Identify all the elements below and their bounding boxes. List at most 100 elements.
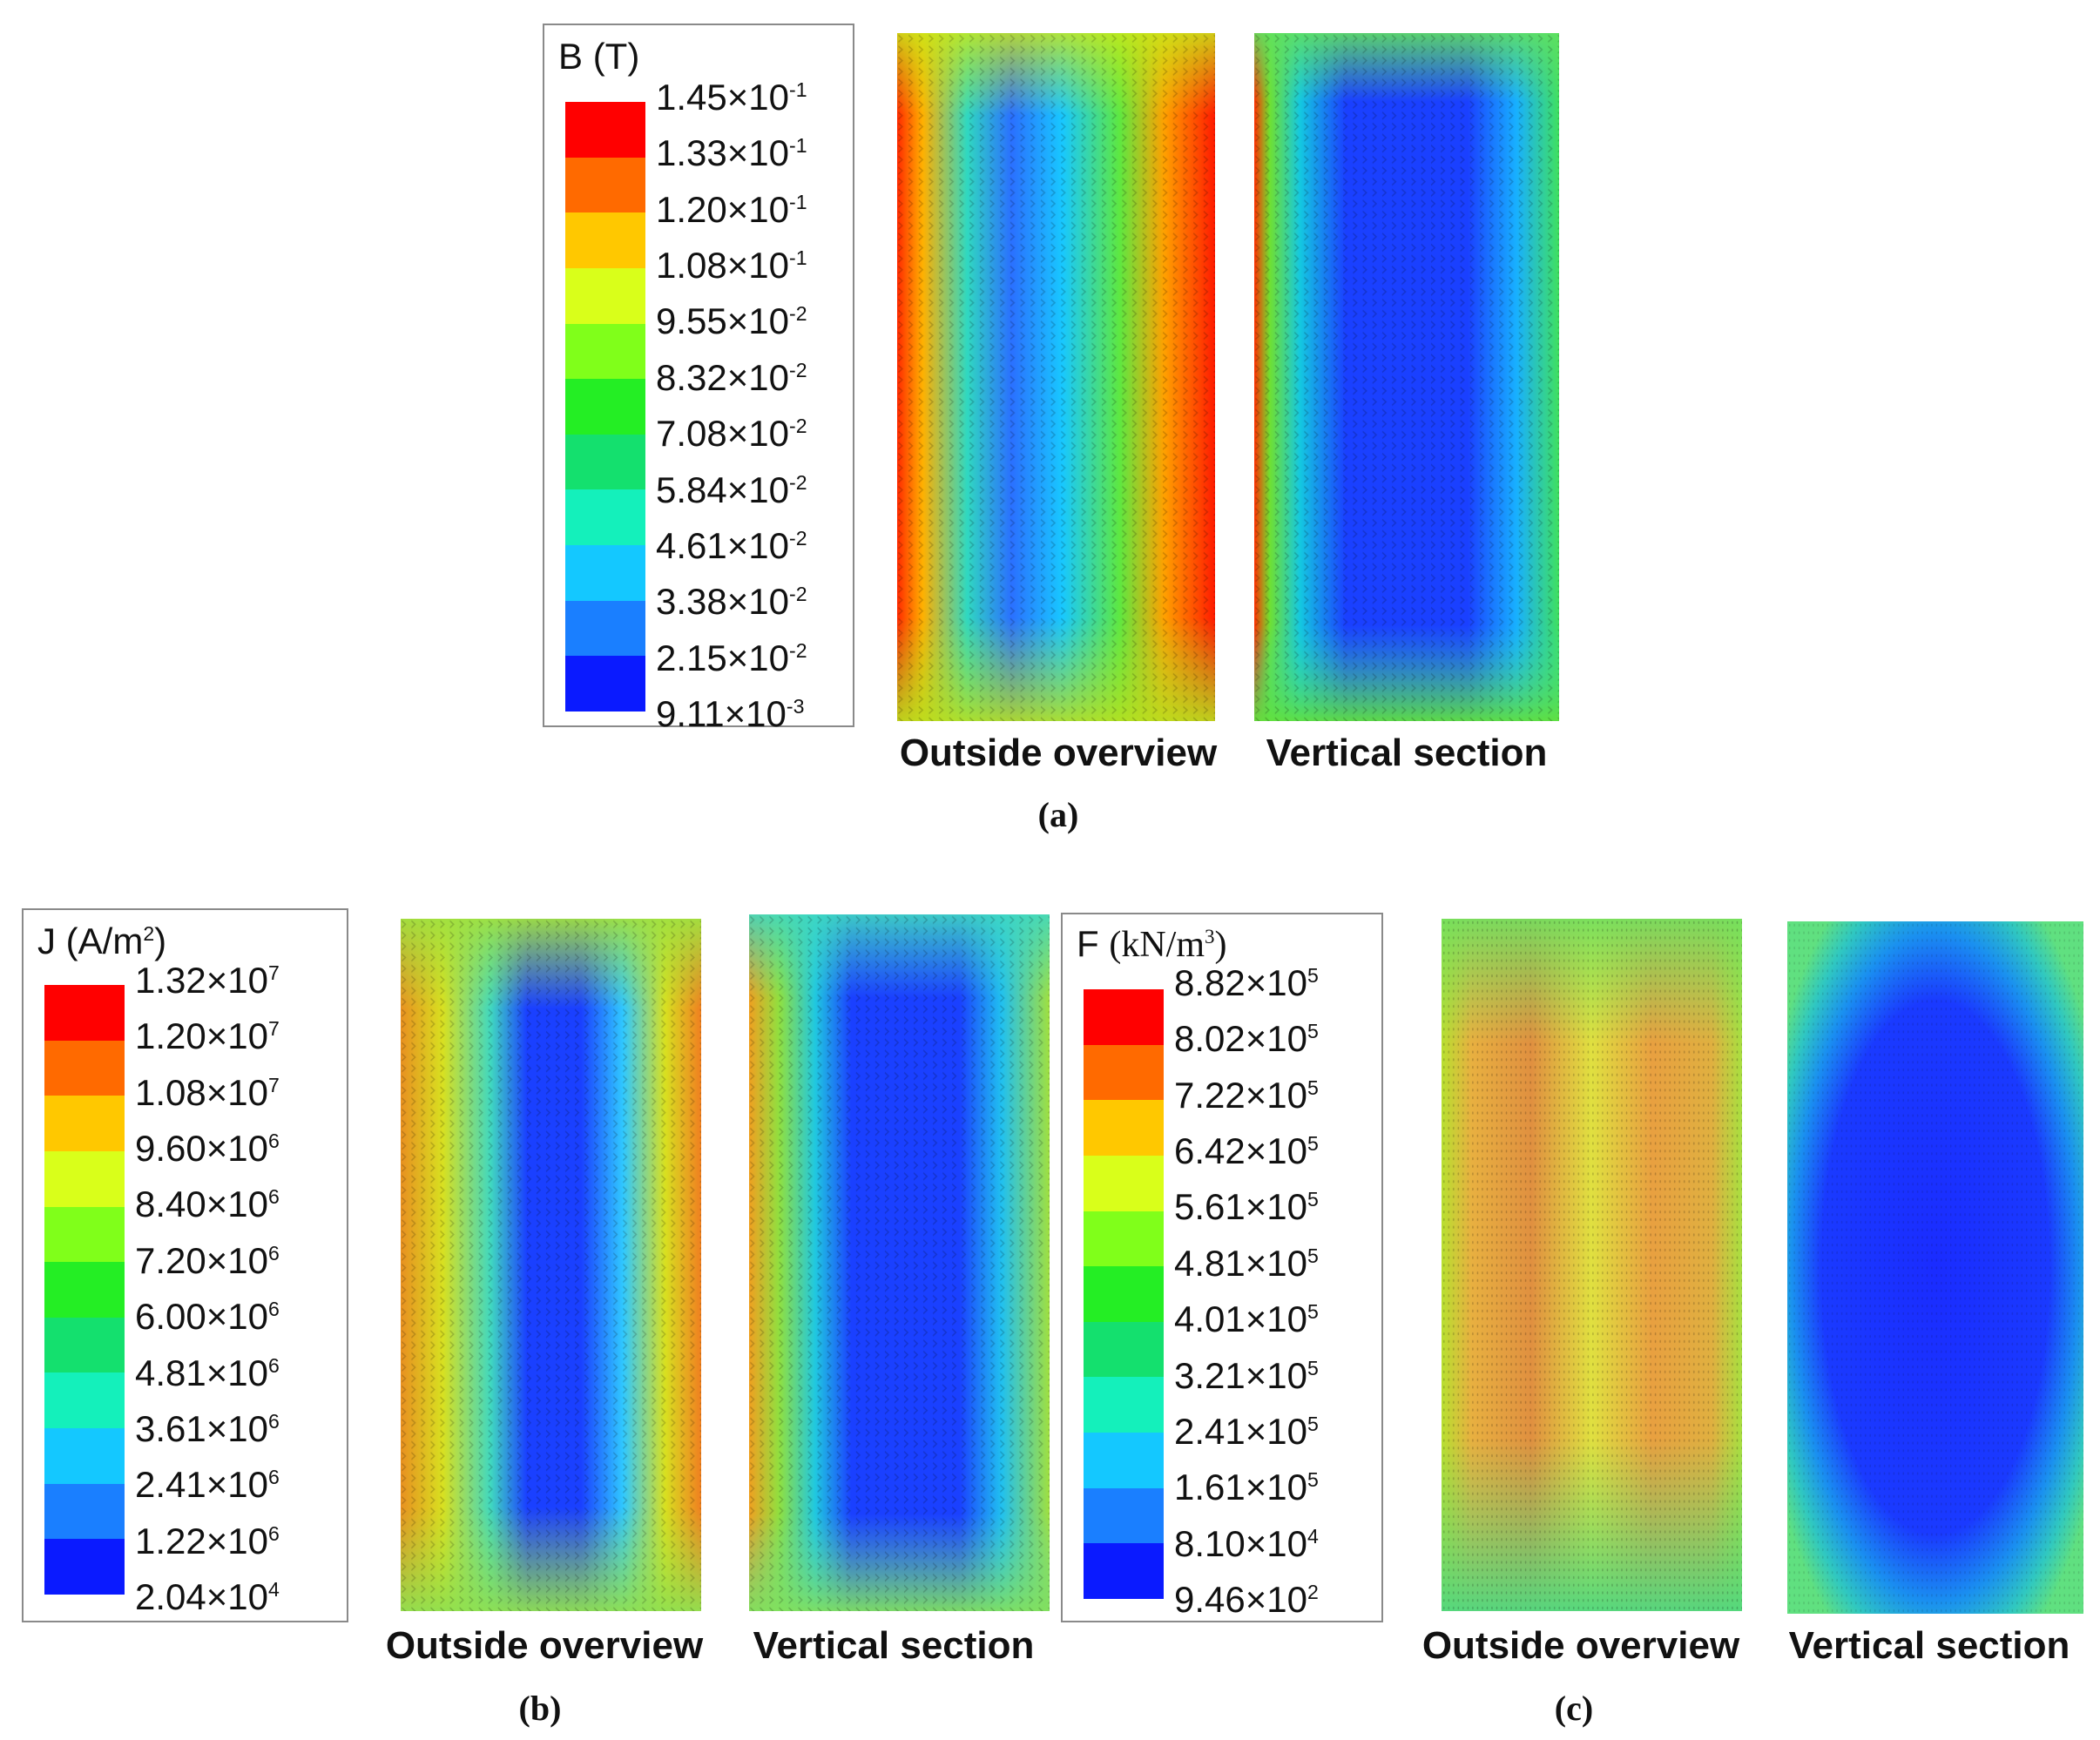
color-swatch [44,1317,125,1373]
tick-labels: 1.45×10-1 1.33×10-1 1.20×10-1 1.08×10-1 9.55… [656,79,807,732]
legend-force-density: F (kN/m3) 8.82×105 8.02×105 7.22×105 6.42×1… [1061,913,1383,1622]
field-map [401,919,701,1611]
tick-label: 4.61×10-2 [656,524,807,566]
color-swatch [1084,1321,1164,1378]
tick-label: 1.32×107 [135,960,280,1001]
color-swatch [565,489,645,546]
tick-label: 3.38×10-2 [656,581,807,623]
tick-label: 2.15×10-2 [656,637,807,678]
field-map [897,33,1215,721]
tick-label: 8.82×105 [1174,962,1319,1003]
color-swatch [44,1096,125,1151]
current-outside-overview [401,919,701,1611]
color-swatch [1084,1487,1164,1544]
color-swatch [1084,989,1164,1045]
tick-label: 2.04×104 [135,1575,280,1617]
tick-label: 7.22×105 [1174,1074,1319,1116]
tick-label: 3.21×105 [1174,1354,1319,1396]
tick-label: 8.32×10-2 [656,356,807,398]
force-outside-overview [1442,919,1742,1611]
legend-title: J (A/m2) [37,921,167,961]
color-swatch [44,1428,125,1484]
b-field-outside-overview [897,33,1215,721]
view-label-outside-overview: Outside overview [899,732,1218,774]
field-map [1787,921,2083,1614]
color-swatch [1084,1155,1164,1211]
legend-current-density: J (A/m2) 1.32×107 1.20×107 1.08×107 9.60×10… [22,908,348,1622]
tick-label: 1.08×10-1 [656,245,807,287]
color-bar [1084,989,1164,1600]
color-swatch [44,1040,125,1096]
tick-label: 2.41×106 [135,1464,280,1506]
tick-label: 3.61×106 [135,1407,280,1449]
tick-label: 8.10×104 [1174,1522,1319,1564]
panel-label-b: (b) [518,1689,562,1728]
color-swatch [565,545,645,601]
view-label-outside-overview: Outside overview [385,1624,704,1667]
color-swatch [1084,1377,1164,1433]
color-swatch [44,1262,125,1318]
tick-label: 4.01×105 [1174,1298,1319,1340]
tick-label: 4.81×105 [1174,1242,1319,1284]
color-swatch [565,323,645,380]
tick-label: 8.02×105 [1174,1018,1319,1060]
tick-label: 1.20×107 [135,1015,280,1057]
tick-label: 7.08×10-2 [656,413,807,455]
color-swatch [1084,1266,1164,1322]
tick-label: 1.33×10-1 [656,132,807,174]
tick-label: 9.55×10-2 [656,300,807,342]
tick-label: 9.46×102 [1174,1578,1319,1620]
color-swatch [44,1372,125,1429]
color-swatch [565,379,645,435]
field-map [1442,919,1742,1611]
legend-b-field: B (T) 1.45×10-1 1.33×10-1 1.20×10-1 1.08×10… [543,24,854,732]
view-label-vertical-section: Vertical section [1266,732,1548,774]
tick-label: 9.11×10-3 [656,692,805,734]
current-vertical-section [749,914,1050,1611]
color-swatch [1084,1044,1164,1101]
tick-label: 1.22×106 [135,1520,280,1561]
color-swatch [44,1539,125,1595]
color-swatch [565,102,645,158]
color-swatch [1084,1100,1164,1156]
tick-label: 4.81×106 [135,1352,280,1393]
tick-label: 7.20×106 [135,1239,280,1281]
color-swatch [44,985,125,1041]
tick-label: 5.61×105 [1174,1186,1319,1228]
color-swatch [44,1483,125,1540]
tick-label: 9.60×106 [135,1128,280,1170]
panel-label-c: (c) [1554,1689,1594,1728]
view-label-vertical-section: Vertical section [753,1624,1035,1667]
color-bar [565,102,645,712]
panel-label-a: (a) [1037,795,1079,834]
color-swatch [1084,1543,1164,1600]
tick-label: 5.84×10-2 [656,469,807,510]
color-swatch [565,157,645,213]
tick-label: 6.00×106 [135,1296,280,1338]
view-label-outside-overview: Outside overview [1421,1624,1740,1667]
color-bar [44,985,125,1595]
color-swatch [565,212,645,268]
tick-label: 1.45×10-1 [656,77,807,118]
view-label-vertical-section: Vertical section [1788,1624,2070,1667]
field-map [749,914,1050,1611]
tick-label: 2.41×105 [1174,1410,1319,1452]
color-swatch [44,1206,125,1263]
color-swatch [565,434,645,490]
color-swatch [1084,1433,1164,1488]
color-swatch [44,1150,125,1207]
b-field-vertical-section [1254,33,1559,721]
tick-label: 1.08×107 [135,1071,280,1113]
color-swatch [565,656,645,712]
legend-title: F (kN/m3) [1077,923,1227,965]
tick-labels: 8.82×105 8.02×105 7.22×105 6.42×105 5.61×105… [1174,965,1319,1618]
tick-label: 8.40×106 [135,1184,280,1225]
tick-labels: 1.32×107 1.20×107 1.08×107 9.60×106 8.40×106… [135,962,280,1615]
tick-label: 1.61×105 [1174,1467,1319,1508]
color-swatch [1084,1211,1164,1267]
color-swatch [565,600,645,657]
color-swatch [565,267,645,324]
legend-title: B (T) [558,36,640,77]
tick-label: 6.42×105 [1174,1130,1319,1172]
force-vertical-section [1787,921,2083,1614]
